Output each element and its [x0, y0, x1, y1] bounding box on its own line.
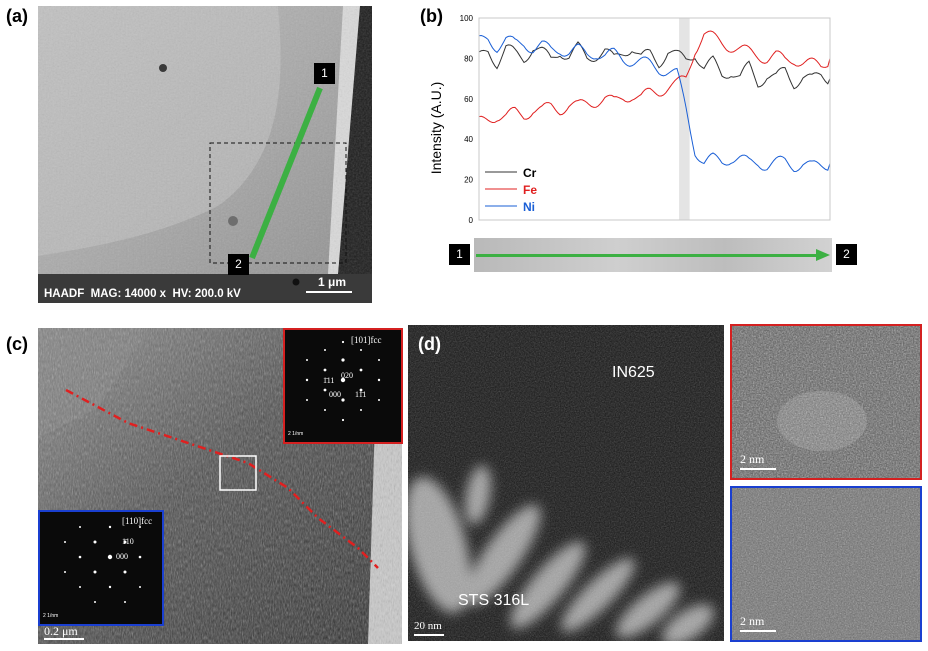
panel-b-letter: (b): [420, 6, 443, 26]
panel-a-haadf-image: [38, 6, 372, 303]
panel-b-marker-1: 1: [449, 244, 470, 265]
y-tick-label: 100: [460, 14, 474, 23]
panel-d-letter: (d): [418, 334, 441, 354]
saed-blue-zone-axis: [110]fcc: [122, 516, 153, 526]
panel-d-hrtem-image: [408, 325, 724, 641]
inset-red-scale-bar: [740, 468, 776, 470]
panel-d-scale-label: 20 nm: [414, 620, 442, 632]
panel-a-scale-bar: [306, 291, 352, 293]
panel-a-marker-2: 2: [228, 254, 249, 275]
saed-red-label-000: 000: [329, 390, 341, 399]
legend-label-ni: Ni: [523, 200, 535, 214]
saed-blue-spots: [64, 525, 142, 603]
saed-blue-label-000: 000: [116, 552, 128, 561]
saed-blue-label-110: 1̄10: [122, 537, 134, 546]
intensity-line-chart: Intensity (A.U.) 0 20 40 60 80 100 Cr Fe Ni: [428, 14, 831, 225]
panel-a-marker-1: 1: [314, 63, 335, 84]
linescan-arrowhead: [816, 249, 830, 261]
series-line-fe: [478, 30, 831, 124]
legend-label-cr: Cr: [523, 166, 537, 180]
y-tick-label: 40: [464, 135, 473, 144]
saed-blue-scale: 2 1/nm: [43, 613, 59, 619]
saed-red-label-111bar: 1̄11: [323, 376, 335, 385]
inset-blue-scale-bar: [740, 630, 776, 632]
series-line-cr: [478, 41, 831, 90]
saed-pattern-red-inset: [101]fcc 020 1̄11 000 11̄1 2 1/nm: [283, 328, 403, 444]
saed-red-spots: [305, 340, 381, 422]
legend-label-fe: Fe: [523, 183, 537, 197]
saed-red-scale: 2 1/nm: [288, 431, 304, 437]
hrtem-inset-blue: 2 nm: [730, 486, 922, 642]
y-tick-label: 20: [464, 176, 473, 185]
panel-c-scale-label: 0.2 μm: [44, 624, 78, 638]
interface-band: [679, 18, 690, 220]
saed-pattern-blue-inset: [110]fcc 1̄10 000 2 1/nm: [38, 510, 164, 626]
saed-red-zone-axis: [101]fcc: [351, 335, 382, 345]
series-line-ni: [478, 34, 831, 173]
y-tick-label: 0: [469, 216, 474, 225]
panel-b-marker-2: 2: [836, 244, 857, 265]
panel-c-letter: (c): [6, 334, 28, 354]
panel-a-scale-label: 1 μm: [318, 275, 347, 289]
inset-blue-scale-label: 2 nm: [740, 614, 765, 628]
hrtem-inset-red: 2 nm: [730, 324, 922, 480]
y-axis-label: Intensity (A.U.): [428, 82, 444, 175]
saed-red-label-11bar1: 11̄1: [355, 390, 367, 399]
inset-red-scale-label: 2 nm: [740, 452, 765, 466]
panel-a-footer-text: HAADF MAG: 14000 x HV: 200.0 kV: [44, 288, 241, 300]
panel-d-scale-bar: [414, 634, 444, 636]
plot-frame: [478, 17, 831, 221]
linescan-strip: [474, 238, 832, 272]
label-sts316l: STS 316L: [458, 592, 530, 609]
y-tick-label: 60: [464, 95, 473, 104]
saed-red-label-020: 020: [341, 371, 353, 380]
panel-c-scale-bar: [44, 638, 84, 640]
label-in625: IN625: [612, 364, 655, 381]
linescan-arrow: [476, 254, 820, 257]
panel-a-letter: (a): [6, 6, 28, 26]
y-tick-label: 80: [464, 54, 473, 63]
